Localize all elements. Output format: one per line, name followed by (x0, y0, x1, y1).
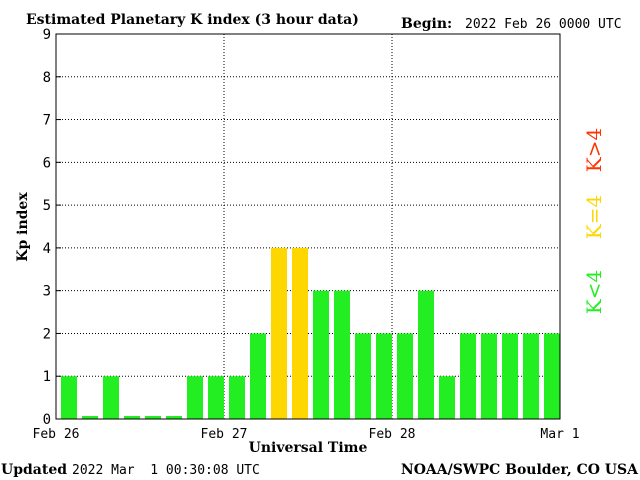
kp-bar (439, 376, 455, 419)
x-tick-label: Feb 27 (201, 427, 248, 442)
y-tick-label: 2 (43, 326, 51, 342)
y-tick-label: 6 (43, 155, 51, 171)
y-tick-label: 7 (43, 113, 51, 129)
y-tick-label: 8 (43, 70, 51, 86)
kp-bar (334, 290, 350, 419)
x-tick-label: Feb 26 (33, 427, 80, 442)
kp-bar (103, 376, 119, 419)
chart-title: Estimated Planetary K index (3 hour data… (26, 12, 359, 28)
updated-value: 2022 Mar 1 00:30:08 UTC (72, 463, 260, 478)
kp-bar (502, 333, 518, 419)
kp-bar (313, 290, 329, 419)
y-tick-label: 5 (43, 198, 51, 214)
y-axis-label: Kp index (15, 192, 31, 262)
kp-bar (292, 247, 308, 419)
kp-bar (145, 416, 161, 419)
legend-k-below-4: K<4 (582, 270, 606, 314)
y-tick-label: 0 (43, 412, 51, 428)
kp-bar (208, 376, 224, 419)
y-tick-label: 3 (43, 284, 51, 300)
kp-bar (460, 333, 476, 419)
credit-text: NOAA/SWPC Boulder, CO USA (401, 462, 639, 478)
kp-bar (187, 376, 203, 419)
kp-bar (481, 333, 497, 419)
kp-bar (523, 333, 539, 419)
kp-bar (397, 333, 413, 419)
kp-bar (376, 333, 392, 419)
updated-label: Updated (1, 462, 67, 478)
x-tick-label: Feb 28 (369, 427, 416, 442)
begin-value: 2022 Feb 26 0000 UTC (465, 17, 622, 32)
legend-k-equal-4: K=4 (582, 195, 606, 239)
kp-bar (418, 290, 434, 419)
kp-bar (61, 376, 77, 419)
y-tick-label: 4 (43, 241, 51, 257)
kp-bar (355, 333, 371, 419)
y-tick-label: 9 (43, 27, 51, 43)
legend-k-above-4: K>4 (582, 128, 606, 172)
x-tick-label: Mar 1 (540, 427, 579, 442)
kp-bar (82, 416, 98, 419)
y-tick-labels: 0 1 2 3 4 5 6 7 8 9 (43, 27, 51, 428)
kp-bar (124, 416, 140, 419)
kp-bar (544, 333, 560, 419)
kp-bar (166, 416, 182, 419)
begin-label: Begin: (401, 16, 452, 32)
kp-bar (229, 376, 245, 419)
kp-bar (250, 333, 266, 419)
kp-bar (271, 247, 287, 419)
x-axis-label: Universal Time (249, 440, 368, 456)
kp-bars (61, 247, 560, 419)
x-tick-labels: Feb 26 Feb 27 Feb 28 Mar 1 (33, 427, 580, 442)
plot-frame (55, 33, 561, 420)
y-tick-label: 1 (43, 369, 51, 385)
